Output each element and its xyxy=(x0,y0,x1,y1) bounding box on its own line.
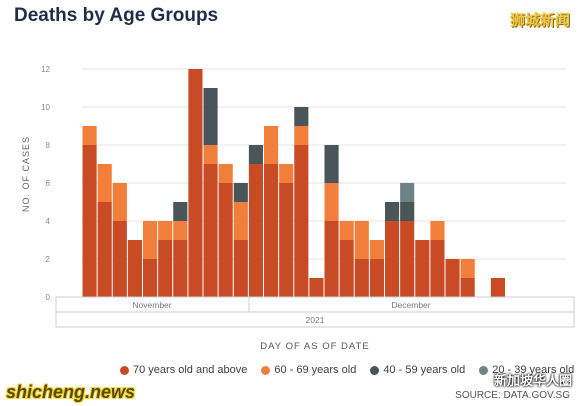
bar-segment[interactable] xyxy=(203,88,218,145)
bar-segment[interactable] xyxy=(173,240,188,297)
y-tick-label: 10 xyxy=(41,103,50,112)
bar-segment[interactable] xyxy=(143,259,158,297)
legend-swatch xyxy=(261,365,271,375)
legend-swatch xyxy=(120,365,129,375)
watermark-top: 狮城新闻 xyxy=(509,11,570,29)
bar-segment[interactable] xyxy=(264,164,279,297)
y-tick-label: 4 xyxy=(46,217,51,226)
bar-segment[interactable] xyxy=(369,259,384,297)
y-axis-ticks: 0 2 4 6 8 10 12 xyxy=(41,65,50,302)
y-tick-label: 0 xyxy=(46,293,51,302)
bar-segment[interactable] xyxy=(97,164,112,202)
bar-segment[interactable] xyxy=(173,221,188,240)
month-label-november: November xyxy=(132,300,171,310)
bar-segment[interactable] xyxy=(218,164,233,183)
bar-segment[interactable] xyxy=(143,221,158,259)
bar-segment[interactable] xyxy=(218,183,233,297)
bar-segment[interactable] xyxy=(248,164,263,297)
bar-segment[interactable] xyxy=(400,183,415,202)
legend-label: 70 years old and above xyxy=(133,364,248,376)
bar-segment[interactable] xyxy=(82,126,97,145)
bars xyxy=(82,69,505,297)
bar-segment[interactable] xyxy=(400,202,415,221)
bar-segment[interactable] xyxy=(460,278,475,297)
watermark-right: 新加坡华人圈 xyxy=(493,374,572,389)
bar-segment[interactable] xyxy=(188,69,203,297)
source-label: SOURCE: DATA.GOV.SG xyxy=(455,390,570,401)
y-tick-label: 2 xyxy=(46,255,51,264)
legend-swatch xyxy=(479,365,489,375)
bar-segment[interactable] xyxy=(445,259,460,297)
x-axis: November December 2021 xyxy=(55,296,575,328)
legend-swatch xyxy=(370,365,380,375)
bar-segment[interactable] xyxy=(82,145,97,297)
bar-segment[interactable] xyxy=(460,259,475,278)
bar-segment[interactable] xyxy=(490,278,505,297)
bar-segment[interactable] xyxy=(233,183,248,202)
bar-segment[interactable] xyxy=(324,145,339,183)
bar-segment[interactable] xyxy=(385,202,400,221)
legend-item-60-69: 60 - 69 years old xyxy=(261,364,356,376)
bar-segment[interactable] xyxy=(112,221,127,297)
bar-segment[interactable] xyxy=(264,126,279,164)
bar-segment[interactable] xyxy=(309,278,324,297)
y-axis-label: NO. OF CASES xyxy=(21,136,31,212)
bar-segment[interactable] xyxy=(279,164,294,183)
bar-segment[interactable] xyxy=(294,107,309,126)
bar-segment[interactable] xyxy=(415,240,430,297)
legend-item-20-39: 20 - 39 years old xyxy=(479,364,574,376)
legend-item-40-59: 40 - 59 years old xyxy=(370,364,465,376)
bar-segment[interactable] xyxy=(369,240,384,259)
bar-segment[interactable] xyxy=(279,183,294,297)
watermark-left: shicheng.news xyxy=(6,382,136,402)
bar-segment[interactable] xyxy=(294,126,309,145)
bar-segment[interactable] xyxy=(248,145,263,164)
bar-segment[interactable] xyxy=(127,240,142,297)
legend-label: 60 - 69 years old xyxy=(274,364,357,376)
bar-segment[interactable] xyxy=(354,221,369,259)
legend-item-70plus: 70 years old and above xyxy=(120,364,247,376)
bar-segment[interactable] xyxy=(112,183,127,221)
bar-segment[interactable] xyxy=(400,221,415,297)
bar-segment[interactable] xyxy=(158,221,173,240)
legend: 70 years old and above 60 - 69 years old… xyxy=(120,364,574,376)
bar-segment[interactable] xyxy=(233,240,248,297)
bar-segment[interactable] xyxy=(324,183,339,221)
bar-segment[interactable] xyxy=(430,240,445,297)
bar-segment[interactable] xyxy=(354,259,369,297)
bar-segment[interactable] xyxy=(203,145,218,164)
legend-label: 20 - 39 years old xyxy=(492,364,575,376)
bar-segment[interactable] xyxy=(339,240,354,297)
y-tick-label: 12 xyxy=(41,65,50,74)
bar-segment[interactable] xyxy=(385,221,400,297)
bar-segment[interactable] xyxy=(173,202,188,221)
chart-title: Deaths by Age Groups xyxy=(14,5,219,26)
x-axis-label: DAY OF AS OF DATE xyxy=(260,341,369,352)
bar-segment[interactable] xyxy=(430,221,445,240)
bar-segment[interactable] xyxy=(294,145,309,297)
month-label-december: December xyxy=(391,300,430,310)
y-tick-label: 6 xyxy=(46,179,51,188)
bar-segment[interactable] xyxy=(233,202,248,240)
bar-segment[interactable] xyxy=(324,221,339,297)
bar-segment[interactable] xyxy=(339,221,354,240)
bar-segment[interactable] xyxy=(203,164,218,297)
bar-segment[interactable] xyxy=(158,240,173,297)
legend-label: 40 - 59 years old xyxy=(383,364,466,376)
year-label: 2021 xyxy=(306,315,325,325)
y-tick-label: 8 xyxy=(46,141,51,150)
bar-segment[interactable] xyxy=(97,202,112,297)
